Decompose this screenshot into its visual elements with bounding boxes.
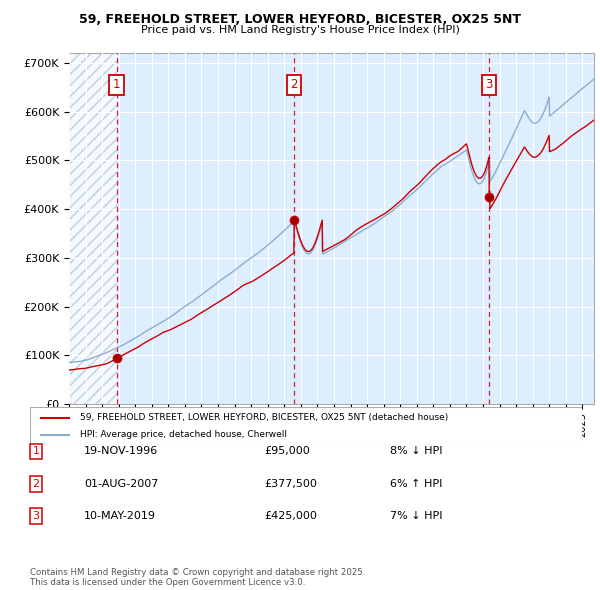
Text: 2: 2 xyxy=(290,78,298,91)
Text: £95,000: £95,000 xyxy=(264,447,310,456)
Text: 59, FREEHOLD STREET, LOWER HEYFORD, BICESTER, OX25 5NT (detached house): 59, FREEHOLD STREET, LOWER HEYFORD, BICE… xyxy=(80,414,448,422)
Bar xyxy=(69,53,116,404)
Text: 3: 3 xyxy=(485,78,493,91)
Text: 8% ↓ HPI: 8% ↓ HPI xyxy=(390,447,443,456)
Text: 3: 3 xyxy=(32,512,40,521)
Text: Price paid vs. HM Land Registry's House Price Index (HPI): Price paid vs. HM Land Registry's House … xyxy=(140,25,460,35)
Text: 19-NOV-1996: 19-NOV-1996 xyxy=(84,447,158,456)
Text: 1: 1 xyxy=(32,447,40,456)
Text: £377,500: £377,500 xyxy=(264,479,317,489)
Text: £425,000: £425,000 xyxy=(264,512,317,521)
Text: HPI: Average price, detached house, Cherwell: HPI: Average price, detached house, Cher… xyxy=(80,430,287,439)
Text: 2: 2 xyxy=(32,479,40,489)
Text: 59, FREEHOLD STREET, LOWER HEYFORD, BICESTER, OX25 5NT: 59, FREEHOLD STREET, LOWER HEYFORD, BICE… xyxy=(79,13,521,26)
Text: 7% ↓ HPI: 7% ↓ HPI xyxy=(390,512,443,521)
Text: 01-AUG-2007: 01-AUG-2007 xyxy=(84,479,158,489)
FancyBboxPatch shape xyxy=(30,407,582,445)
Text: 1: 1 xyxy=(113,78,121,91)
Text: 6% ↑ HPI: 6% ↑ HPI xyxy=(390,479,442,489)
Text: Contains HM Land Registry data © Crown copyright and database right 2025.
This d: Contains HM Land Registry data © Crown c… xyxy=(30,568,365,587)
Text: 10-MAY-2019: 10-MAY-2019 xyxy=(84,512,156,521)
